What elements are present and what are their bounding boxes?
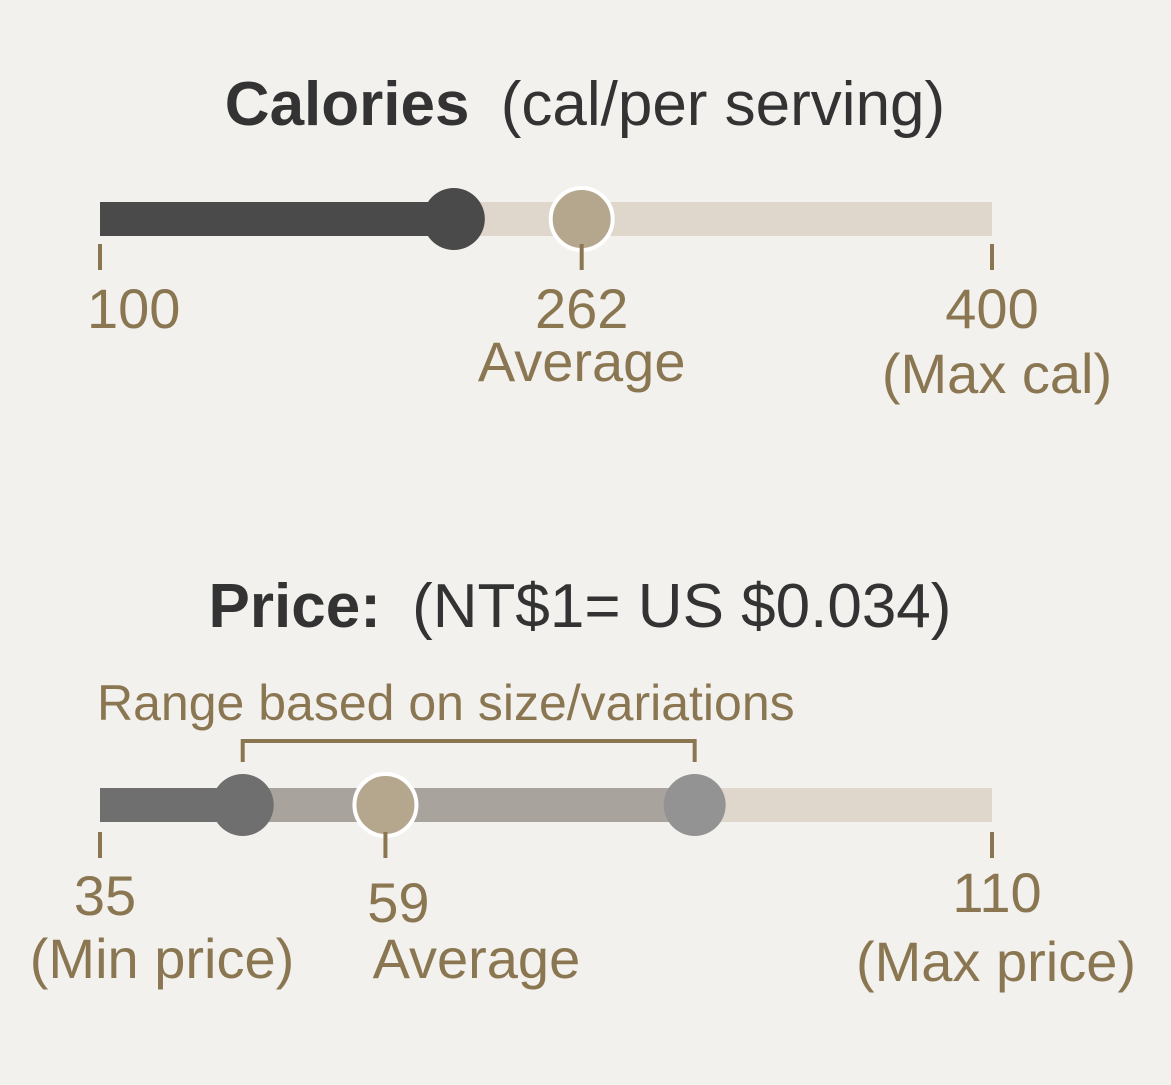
price-range-bar xyxy=(242,788,695,822)
calories-tick-sublabel-max: (Max cal) xyxy=(882,342,1112,405)
price-chart: Price: (NT$1= US $0.034) Range based on … xyxy=(30,572,1136,993)
price-tick-sublabel-average: Average xyxy=(373,927,581,990)
price-average-marker xyxy=(352,772,419,838)
calories-tick-sublabel-average: Average xyxy=(478,330,686,393)
calories-title-unit: (cal/per serving) xyxy=(501,70,945,139)
calories-value-marker xyxy=(422,188,485,250)
calories-tick-label-average: 262 xyxy=(535,277,628,340)
calories-value-bar xyxy=(100,202,454,236)
price-title-main: Price: xyxy=(209,572,381,641)
price-title-unit: (NT$1= US $0.034) xyxy=(412,572,951,641)
price-tick-label-average: 59 xyxy=(367,871,429,934)
price-range-min-marker xyxy=(211,774,274,836)
calories-average-marker xyxy=(548,186,615,252)
calories-title: Calories (cal/per serving) xyxy=(225,70,945,139)
price-range-max-marker xyxy=(663,774,726,836)
calories-title-main: Calories xyxy=(225,70,470,139)
calories-tick-label-min: 100 xyxy=(87,277,180,340)
price-tick-sublabel-min: (Min price) xyxy=(30,927,294,990)
calories-tick-label-max: 400 xyxy=(945,277,1038,340)
price-tick-label-max: 110 xyxy=(952,861,1041,924)
price-tick-sublabel-max: (Max price) xyxy=(856,930,1136,993)
price-range-bracket xyxy=(240,739,697,762)
price-range-annotation: Range based on size/variations xyxy=(97,675,795,731)
calories-chart: Calories (cal/per serving) 100 262 Avera… xyxy=(87,70,1112,405)
price-tick-label-min: 35 xyxy=(74,864,136,927)
price-title: Price: (NT$1= US $0.034) xyxy=(209,572,952,641)
